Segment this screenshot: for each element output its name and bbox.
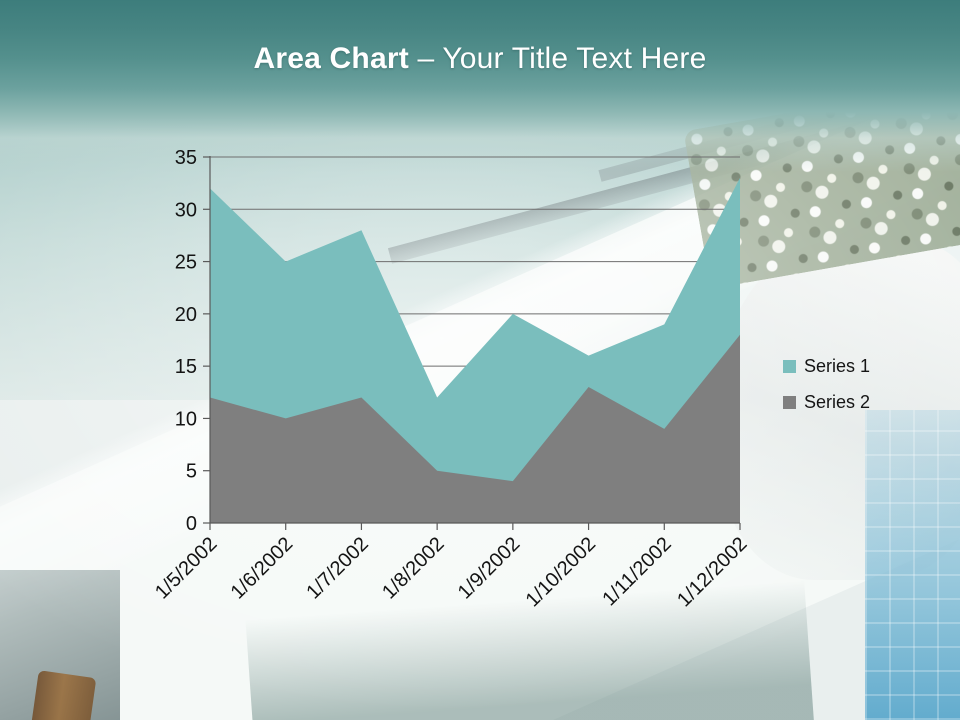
y-tick-label: 30 — [175, 199, 197, 221]
y-tick-label: 10 — [175, 408, 197, 430]
legend-item-series-2: Series 2 — [783, 392, 870, 413]
series-2-area — [210, 334, 740, 523]
y-tick-label: 35 — [175, 147, 197, 169]
slide-header-gradient — [0, 0, 960, 175]
x-tick-label: 1/10/2002 — [522, 533, 600, 611]
legend-label-series-1: Series 1 — [804, 356, 871, 376]
slide-title-rest: – Your Title Text Here — [408, 42, 707, 75]
legend-swatch-series-2-icon — [783, 396, 796, 409]
x-tick-label: 1/6/2002 — [227, 533, 298, 604]
y-tick-label: 25 — [175, 252, 197, 274]
y-tick-label: 5 — [186, 461, 197, 483]
x-tick-label: 1/9/2002 — [454, 533, 525, 604]
slide-title-bold: Area Chart — [253, 42, 409, 75]
x-tick-label: 1/7/2002 — [302, 533, 373, 604]
legend-label-series-2: Series 2 — [804, 392, 871, 412]
x-tick-label: 1/11/2002 — [598, 533, 675, 610]
x-tick-label: 1/8/2002 — [378, 533, 449, 604]
x-tick-label: 1/12/2002 — [673, 533, 751, 611]
y-tick-label: 15 — [175, 356, 197, 378]
chart-legend: Series 1 Series 2 — [783, 356, 870, 428]
slide-title: Area Chart – Your Title Text Here — [0, 42, 960, 76]
x-tick-label: 1/5/2002 — [151, 533, 222, 604]
legend-item-series-1: Series 1 — [783, 356, 870, 377]
y-tick-label: 20 — [175, 304, 197, 326]
legend-swatch-series-1-icon — [783, 360, 796, 373]
y-tick-label: 0 — [186, 513, 197, 535]
